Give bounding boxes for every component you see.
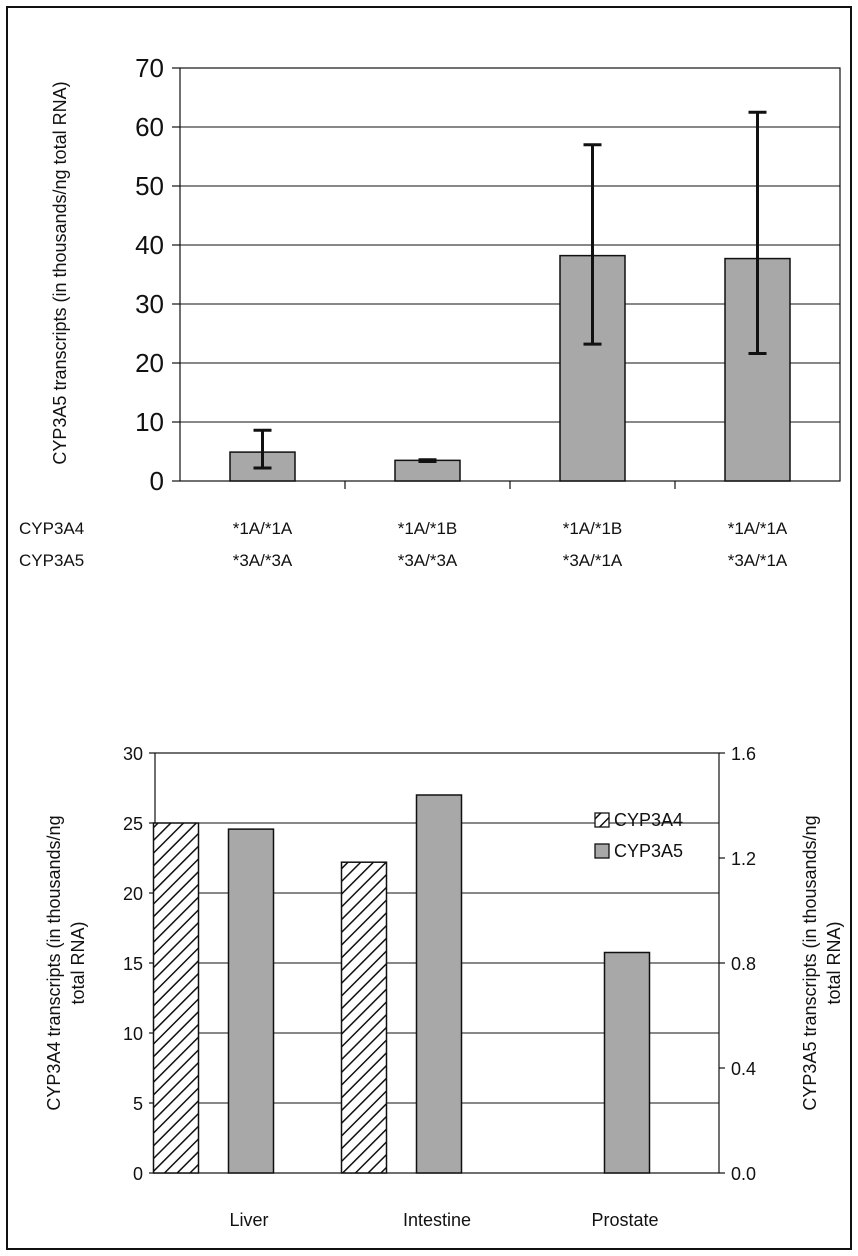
left-y-tick-label: 25 xyxy=(123,814,143,834)
bar-cyp3a5 xyxy=(415,794,463,1174)
left-y-tick-label: 5 xyxy=(133,1094,143,1114)
right-y-tick-label: 1.6 xyxy=(731,744,756,764)
left-y-tick-label: 30 xyxy=(123,744,143,764)
y-tick-label: 60 xyxy=(135,112,164,142)
x-category-label: Liver xyxy=(229,1210,268,1230)
y-tick-label: 50 xyxy=(135,171,164,201)
right-y-axis-title: CYP3A5 transcripts (in thousands/ng total… xyxy=(800,815,844,1110)
left-y-tick-label: 0 xyxy=(133,1164,143,1184)
tissue-bar-chart: 0 5 10 15 20 25 30 0.0 0.4 0.8 1.2 1.6 Liver Intestin… xyxy=(44,744,844,1230)
axis-title-line: total RNA) xyxy=(68,921,88,1004)
genotype-bar-chart: 0 10 20 30 40 50 60 70 *1A/*1A *3A/*3A *1A/*1B *3A/… xyxy=(19,53,841,570)
genotype-cyp3a5-label: *3A/*3A xyxy=(233,551,293,570)
bar-cyp3a5 xyxy=(603,951,651,1174)
right-y-tick-label: 0.8 xyxy=(731,954,756,974)
legend-swatch-cyp3a4 xyxy=(594,812,610,828)
genotype-cyp3a4-label: *1A/*1A xyxy=(728,519,788,538)
x-category-label: Prostate xyxy=(591,1210,658,1230)
genotype-cyp3a5-label: *3A/*3A xyxy=(398,551,458,570)
right-y-tick-label: 1.2 xyxy=(731,849,756,869)
legend-label-cyp3a4: CYP3A4 xyxy=(614,810,683,830)
left-y-tick-label: 10 xyxy=(123,1024,143,1044)
y-tick-label: 20 xyxy=(135,348,164,378)
legend-label-cyp3a5: CYP3A5 xyxy=(614,841,683,861)
y-tick-label: 70 xyxy=(135,53,164,83)
bar-cyp3a4 xyxy=(340,861,388,1174)
axis-title-line: total RNA) xyxy=(824,921,844,1004)
axis-title-line: CYP3A5 transcripts (in thousands/ng xyxy=(800,815,820,1110)
x-category-label: Intestine xyxy=(403,1210,471,1230)
y-tick-label: 0 xyxy=(150,466,164,496)
left-y-tick-label: 20 xyxy=(123,884,143,904)
y-tick-label: 10 xyxy=(135,407,164,437)
right-y-tick-label: 0.0 xyxy=(731,1164,756,1184)
left-y-tick-label: 15 xyxy=(123,954,143,974)
genotype-cyp3a5-label: *3A/*1A xyxy=(563,551,623,570)
genotype-cyp3a4-label: *1A/*1A xyxy=(233,519,293,538)
y-axis-title: CYP3A5 transcripts (in thousands/ng tota… xyxy=(50,81,70,464)
row-label-cyp3a5: CYP3A5 xyxy=(19,551,84,570)
genotype-cyp3a4-label: *1A/*1B xyxy=(398,519,458,538)
genotype-cyp3a5-label: *3A/*1A xyxy=(728,551,788,570)
genotype-cyp3a4-label: *1A/*1B xyxy=(563,519,623,538)
axis-title-line: CYP3A4 transcripts (in thousands/ng xyxy=(44,815,64,1110)
bar xyxy=(559,254,626,482)
left-y-axis-title: CYP3A4 transcripts (in thousands/ng total… xyxy=(44,815,88,1110)
y-tick-label: 40 xyxy=(135,230,164,260)
legend-swatch-cyp3a5 xyxy=(594,843,610,859)
bar-cyp3a5 xyxy=(227,828,275,1174)
row-label-cyp3a4: CYP3A4 xyxy=(19,519,84,538)
y-tick-label: 30 xyxy=(135,289,164,319)
right-y-tick-label: 0.4 xyxy=(731,1059,756,1079)
bar-cyp3a4 xyxy=(152,822,200,1174)
bar xyxy=(394,459,461,482)
